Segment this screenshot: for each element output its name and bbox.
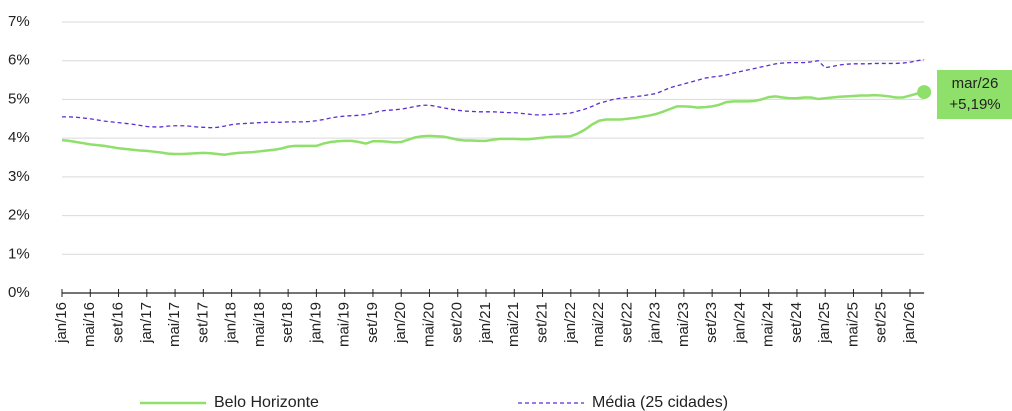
x-tick-label: set/25 (873, 302, 890, 343)
y-tick-label: 6% (8, 52, 30, 69)
y-tick-label: 5% (8, 90, 30, 107)
x-tick-label: mai/25 (844, 302, 861, 347)
x-tick-label: jan/26 (901, 302, 918, 344)
x-tick-label: mai/21 (505, 302, 522, 347)
x-tick-label: jan/18 (223, 302, 240, 344)
line-series (61, 90, 925, 157)
x-tick-label: mai/18 (251, 302, 268, 347)
x-tick-label: set/17 (194, 302, 211, 343)
x-tick-label: jan/16 (53, 302, 70, 344)
y-tick-label: 2% (8, 207, 30, 224)
x-tick-label: jan/20 (392, 302, 409, 344)
x-tick-label: set/22 (618, 302, 635, 343)
annotation-box (937, 70, 1012, 119)
x-tick-label: jan/24 (731, 302, 748, 344)
x-tick-label: mai/20 (420, 302, 437, 347)
legend-label: Média (25 cidades) (592, 394, 728, 411)
x-tick-label: set/18 (279, 302, 296, 343)
x-tick-label: jan/22 (562, 302, 579, 344)
legend-label: Belo Horizonte (214, 394, 319, 411)
x-tick-label: mai/23 (675, 302, 692, 347)
y-tick-label: 4% (8, 129, 30, 146)
x-tick-label: set/20 (449, 302, 466, 343)
x-tick-label: set/23 (703, 302, 720, 343)
annotation-label: mar/26 (952, 75, 999, 92)
x-tick-label: set/16 (110, 302, 127, 343)
x-tick-label: mai/22 (590, 302, 607, 347)
x-tick-label: mai/19 (336, 302, 353, 347)
x-tick-label: jan/23 (647, 302, 664, 344)
y-tick-label: 0% (8, 284, 30, 301)
x-tick-label: jan/25 (816, 302, 833, 344)
annotation-value: +5,19% (949, 96, 1000, 113)
x-tick-label: jan/17 (138, 302, 155, 344)
y-tick-label: 7% (8, 13, 30, 30)
x-tick-label: jan/19 (307, 302, 324, 344)
x-tick-label: set/19 (364, 302, 381, 343)
y-tick-label: 1% (8, 245, 30, 262)
line-series (62, 58, 925, 129)
x-tick-label: mai/17 (166, 302, 183, 347)
x-tick-label: set/21 (534, 302, 551, 343)
x-tick-label: mai/16 (81, 302, 98, 347)
x-tick-label: mai/24 (760, 302, 777, 347)
y-tick-label: 3% (8, 168, 30, 185)
x-tick-label: jan/21 (477, 302, 494, 344)
x-tick-label: set/24 (788, 302, 805, 343)
end-point (917, 85, 932, 100)
